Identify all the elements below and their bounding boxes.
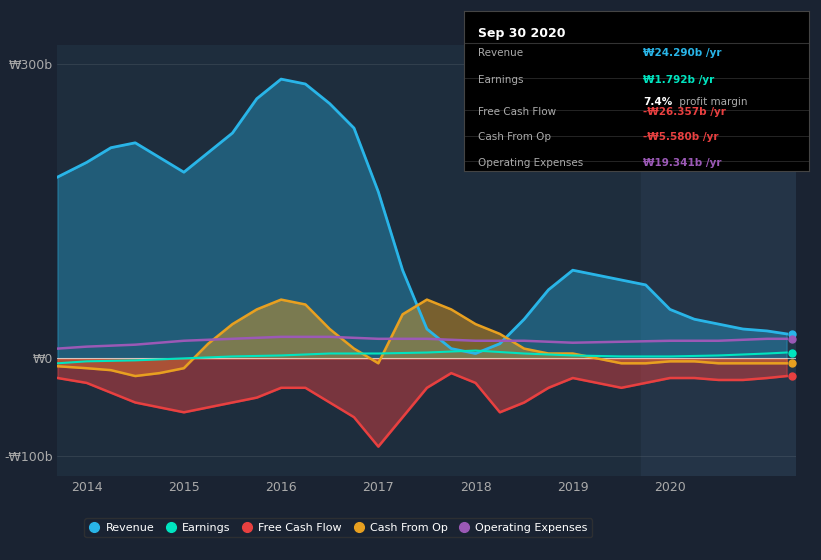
Text: Revenue: Revenue	[478, 48, 523, 58]
Text: -₩5.580b /yr: -₩5.580b /yr	[643, 133, 718, 142]
Text: ₩19.341b /yr: ₩19.341b /yr	[643, 158, 722, 168]
Text: ₩1.792b /yr: ₩1.792b /yr	[643, 75, 714, 85]
Text: 7.4%: 7.4%	[643, 97, 672, 108]
Bar	[641, 45, 796, 476]
Text: Earnings: Earnings	[478, 75, 523, 85]
Text: ₩24.290b /yr: ₩24.290b /yr	[643, 48, 722, 58]
Text: Cash From Op: Cash From Op	[478, 133, 551, 142]
Text: Sep 30 2020: Sep 30 2020	[478, 27, 565, 40]
Text: Operating Expenses: Operating Expenses	[478, 158, 583, 168]
Text: -₩26.357b /yr: -₩26.357b /yr	[643, 107, 726, 117]
Text: profit margin: profit margin	[676, 97, 747, 108]
Text: Free Cash Flow: Free Cash Flow	[478, 107, 556, 117]
Legend: Revenue, Earnings, Free Cash Flow, Cash From Op, Operating Expenses: Revenue, Earnings, Free Cash Flow, Cash …	[85, 519, 592, 537]
